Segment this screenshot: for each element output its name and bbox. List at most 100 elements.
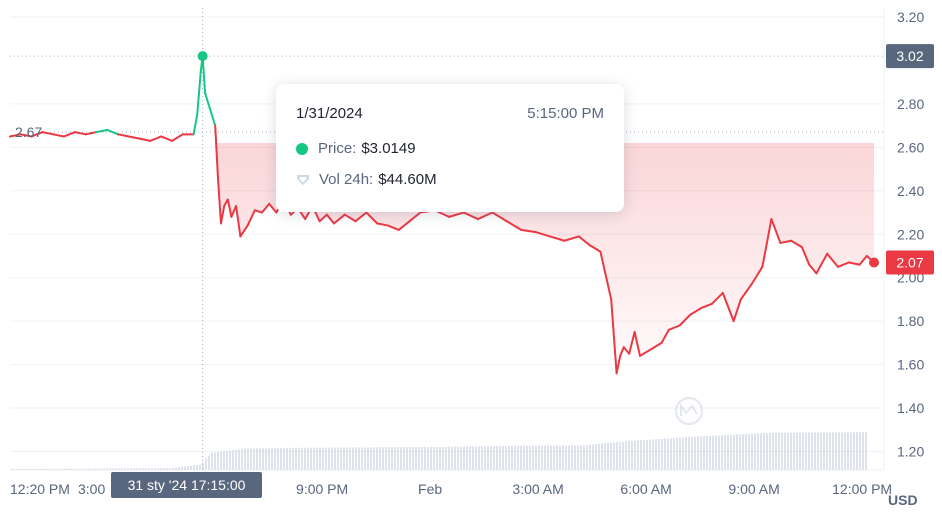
y-tick-label: 1.40 <box>897 400 924 416</box>
price-segment <box>826 252 839 268</box>
price-segment <box>599 250 613 301</box>
price-segment <box>214 124 220 181</box>
y-tick-label: 2.60 <box>897 139 924 155</box>
price-segment <box>520 228 537 234</box>
price-segment <box>770 218 782 244</box>
price-segment <box>171 133 184 142</box>
y-tick-label: 1.80 <box>897 313 924 329</box>
price-segment <box>477 211 494 221</box>
price-segment <box>41 131 55 136</box>
currency-label: USD <box>888 492 918 508</box>
price-segment <box>268 202 278 214</box>
price-segment <box>226 198 233 218</box>
price-segment <box>343 213 357 223</box>
x-tick-label: 3:00 AM <box>512 481 563 497</box>
y-tick-label: 2.40 <box>897 183 924 199</box>
price-segment <box>615 354 622 375</box>
price-segment <box>219 205 226 225</box>
y-axis: 3.202.802.602.402.202.001.801.601.401.20 <box>897 9 924 460</box>
price-segment <box>192 113 199 136</box>
hover-time-tag <box>111 472 262 498</box>
hover-price-tag-text: 3.02 <box>896 48 923 64</box>
price-segment <box>408 211 422 223</box>
price-segment <box>577 235 591 247</box>
last-price-tag <box>886 250 934 275</box>
price-segment <box>750 265 764 286</box>
tooltip-volume-value: $44.60M <box>378 171 437 188</box>
tooltip-volume-row: Vol 24h: $44.60M <box>296 171 437 188</box>
price-segment <box>106 128 119 136</box>
tooltip-volume-label: Vol 24h: <box>319 171 374 188</box>
price-segment <box>711 291 724 305</box>
price-segment <box>815 252 829 275</box>
price-segment <box>365 211 379 225</box>
tooltip-price-label: Price: <box>318 140 357 157</box>
tooltip-price-value: $3.0149 <box>361 140 416 157</box>
y-tick-label: 1.20 <box>897 444 924 460</box>
price-segment <box>208 107 217 127</box>
last-price-point <box>869 257 879 268</box>
price-segment <box>239 224 249 238</box>
price-segment <box>801 246 811 266</box>
y-tick-label: 2.80 <box>897 96 924 112</box>
price-segment <box>9 133 22 138</box>
price-segment <box>700 302 713 310</box>
price-segment <box>127 135 141 140</box>
price-segment <box>160 135 173 142</box>
price-segment <box>653 341 663 349</box>
watermark-logo <box>674 396 704 426</box>
price-segment <box>628 331 636 355</box>
price-segment <box>387 224 400 231</box>
price-segment <box>261 202 271 214</box>
price-segment <box>138 137 152 142</box>
price-segment <box>639 350 649 357</box>
price-segment <box>619 346 625 357</box>
price-segment <box>318 213 328 223</box>
price-segment <box>678 313 692 327</box>
price-segment <box>721 291 735 323</box>
price-segment <box>235 205 242 238</box>
price-segment <box>52 133 65 138</box>
price-tooltip: 1/31/2024 5:15:00 PM Price: $3.0149 Vol … <box>276 84 624 212</box>
last-price-tag-text: 2.07 <box>896 254 923 270</box>
x-tick-label: 12:20 PM <box>10 481 70 497</box>
price-segment <box>201 55 207 95</box>
price-segment <box>739 283 753 301</box>
price-segment <box>30 131 44 138</box>
price-segment <box>779 239 793 244</box>
price-segment <box>246 209 256 227</box>
price-segment <box>660 328 670 344</box>
price-dot-icon <box>296 142 308 155</box>
price-segment <box>448 211 465 218</box>
price-segment <box>95 128 109 134</box>
price-segment <box>622 346 631 355</box>
price-segment <box>397 220 411 231</box>
x-tick-label: 6:00 AM <box>620 481 671 497</box>
price-segment <box>19 133 33 138</box>
price-segment <box>462 211 479 221</box>
price-segment <box>354 211 368 223</box>
price-segment <box>84 131 98 136</box>
volume-bars <box>10 432 867 470</box>
volume-shield-icon <box>297 174 309 185</box>
price-segment <box>588 244 602 253</box>
price-segment <box>790 239 803 249</box>
y-tick-label: 1.60 <box>897 357 924 373</box>
x-axis: 12:20 PM 3:00 9:00 PM Feb 3:00 AM 6:00 AM 9:00… <box>10 481 892 497</box>
x-tick-label: 12:00 PM <box>832 481 892 497</box>
y-tick-label: 3.20 <box>897 9 924 25</box>
tooltip-date: 1/31/2024 <box>296 105 363 122</box>
price-segment <box>204 92 211 110</box>
hover-point[interactable] <box>197 51 208 62</box>
price-segment <box>761 218 773 268</box>
y-tick-label: 2.20 <box>897 226 924 242</box>
price-segment <box>333 213 346 225</box>
price-segment <box>847 261 861 266</box>
price-segment <box>217 178 222 225</box>
hover-time-tag-text: 31 sty '24 17:15:00 <box>128 477 246 493</box>
tooltip-price-row: Price: $3.0149 <box>296 140 416 157</box>
price-segment <box>505 220 523 231</box>
price-segment <box>858 254 868 266</box>
price-segment <box>689 307 703 316</box>
